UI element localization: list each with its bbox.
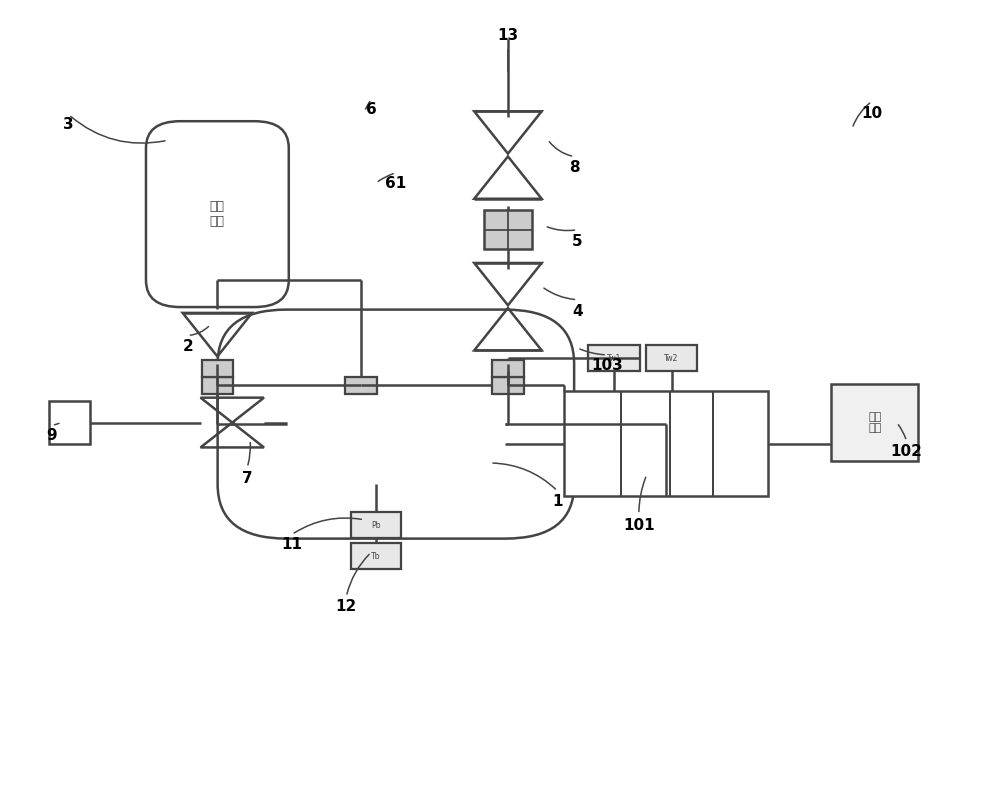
Text: 10: 10: [861, 105, 882, 120]
Bar: [351, 512, 401, 538]
Text: 101: 101: [623, 518, 655, 533]
Bar: [588, 345, 640, 371]
Text: 12: 12: [336, 600, 357, 615]
Text: Pb: Pb: [371, 520, 381, 530]
Text: 4: 4: [572, 304, 583, 319]
Bar: [564, 391, 768, 496]
Text: 61: 61: [385, 175, 407, 190]
Text: 3: 3: [63, 117, 74, 132]
Text: 103: 103: [591, 358, 623, 373]
Bar: [492, 360, 524, 377]
Text: 13: 13: [497, 28, 518, 42]
Bar: [646, 345, 697, 371]
Bar: [202, 360, 233, 377]
Bar: [49, 401, 90, 444]
Text: 11: 11: [281, 537, 302, 552]
Text: Tb: Tb: [371, 552, 381, 560]
Text: 7: 7: [242, 471, 252, 486]
Text: 6: 6: [366, 101, 376, 116]
Bar: [202, 376, 233, 394]
Text: 5: 5: [572, 234, 583, 249]
Text: 9: 9: [46, 428, 57, 443]
Text: 1: 1: [552, 494, 563, 509]
Text: 2: 2: [182, 339, 193, 354]
Text: Tw2: Tw2: [664, 354, 679, 362]
FancyBboxPatch shape: [218, 310, 574, 538]
FancyBboxPatch shape: [146, 121, 289, 307]
Text: 8: 8: [569, 160, 580, 175]
Bar: [831, 384, 918, 461]
Text: 102: 102: [891, 444, 923, 459]
Bar: [351, 543, 401, 569]
Bar: [492, 376, 524, 394]
Bar: [484, 210, 532, 249]
Text: 隔离
介质: 隔离 介质: [210, 200, 225, 228]
Text: Tw1: Tw1: [607, 354, 621, 362]
Text: 燃烧
装置: 燃烧 装置: [868, 412, 881, 433]
Bar: [345, 376, 377, 394]
